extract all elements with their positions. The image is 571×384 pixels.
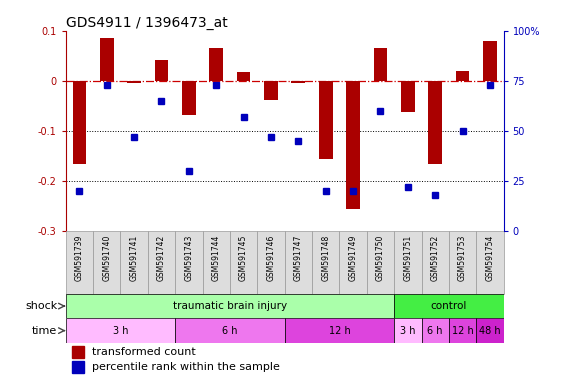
Text: GSM591739: GSM591739 <box>75 235 84 281</box>
Text: time: time <box>32 326 58 336</box>
Bar <box>66 318 175 343</box>
Bar <box>476 232 504 294</box>
Text: shock: shock <box>25 301 58 311</box>
Bar <box>394 318 421 343</box>
Bar <box>210 48 223 81</box>
Bar <box>73 361 85 373</box>
Text: GSM591742: GSM591742 <box>157 235 166 281</box>
Bar <box>483 41 497 81</box>
Bar <box>339 232 367 294</box>
Bar <box>285 318 394 343</box>
Bar <box>127 81 141 83</box>
Text: GSM591740: GSM591740 <box>102 235 111 281</box>
Bar <box>203 232 230 294</box>
Bar <box>148 232 175 294</box>
Text: GSM591744: GSM591744 <box>212 235 221 281</box>
Bar <box>394 232 421 294</box>
Bar <box>175 232 203 294</box>
Text: 48 h: 48 h <box>479 326 501 336</box>
Text: GSM591743: GSM591743 <box>184 235 194 281</box>
Text: control: control <box>431 301 467 311</box>
Bar <box>291 81 305 83</box>
Bar <box>175 318 285 343</box>
Bar <box>401 81 415 112</box>
Bar <box>230 232 258 294</box>
Text: GSM591747: GSM591747 <box>294 235 303 281</box>
Bar <box>367 232 394 294</box>
Bar <box>421 232 449 294</box>
Text: GDS4911 / 1396473_at: GDS4911 / 1396473_at <box>66 16 227 30</box>
Text: GSM591754: GSM591754 <box>485 235 494 281</box>
Bar <box>285 232 312 294</box>
Bar <box>66 232 93 294</box>
Text: GSM591753: GSM591753 <box>458 235 467 281</box>
Bar <box>456 71 469 81</box>
Text: transformed count: transformed count <box>92 347 196 357</box>
Text: GSM591748: GSM591748 <box>321 235 330 281</box>
Bar <box>428 81 442 164</box>
Bar <box>73 81 86 164</box>
Bar <box>476 318 504 343</box>
Text: 6 h: 6 h <box>222 326 238 336</box>
Bar <box>73 346 85 358</box>
Text: 3 h: 3 h <box>400 326 416 336</box>
Bar <box>93 232 120 294</box>
Bar <box>319 81 332 159</box>
Text: GSM591751: GSM591751 <box>403 235 412 281</box>
Text: GSM591741: GSM591741 <box>130 235 139 281</box>
Bar <box>66 294 394 318</box>
Bar <box>100 38 114 81</box>
Bar <box>182 81 196 115</box>
Bar <box>449 318 476 343</box>
Text: 6 h: 6 h <box>428 326 443 336</box>
Bar <box>346 81 360 209</box>
Text: GSM591746: GSM591746 <box>267 235 275 281</box>
Bar <box>120 232 148 294</box>
Bar <box>394 294 504 318</box>
Text: GSM591745: GSM591745 <box>239 235 248 281</box>
Text: GSM591750: GSM591750 <box>376 235 385 281</box>
Text: traumatic brain injury: traumatic brain injury <box>173 301 287 311</box>
Bar <box>258 232 285 294</box>
Text: 3 h: 3 h <box>112 326 128 336</box>
Bar <box>264 81 278 100</box>
Text: GSM591749: GSM591749 <box>348 235 357 281</box>
Text: 12 h: 12 h <box>328 326 350 336</box>
Bar <box>312 232 339 294</box>
Text: percentile rank within the sample: percentile rank within the sample <box>92 362 280 372</box>
Bar <box>237 72 251 81</box>
Bar <box>449 232 476 294</box>
Text: 12 h: 12 h <box>452 326 473 336</box>
Bar <box>373 48 387 81</box>
Bar <box>155 60 168 81</box>
Text: GSM591752: GSM591752 <box>431 235 440 281</box>
Bar <box>421 318 449 343</box>
